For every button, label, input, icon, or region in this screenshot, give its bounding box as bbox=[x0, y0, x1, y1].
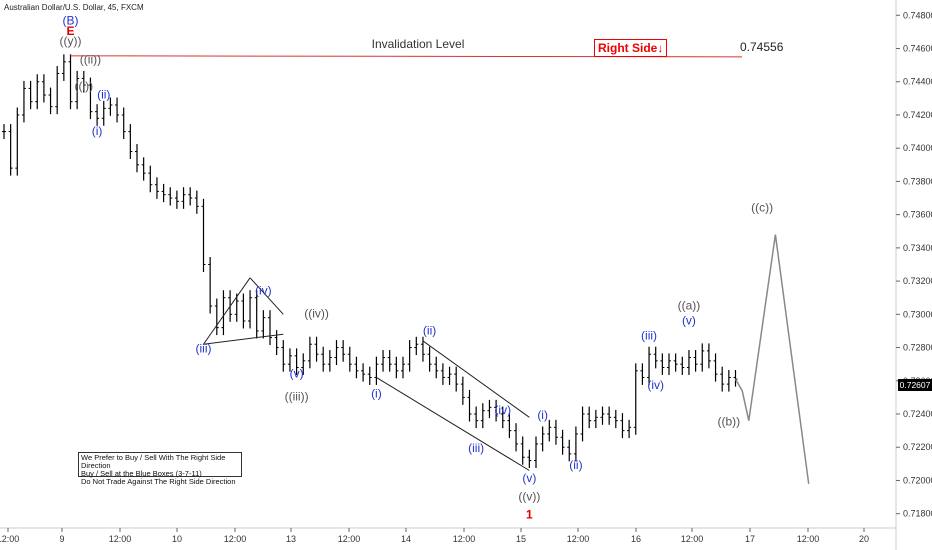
channel-line bbox=[422, 340, 530, 418]
time-tick-label: 12:00 bbox=[0, 534, 19, 544]
wave-label: ((c)) bbox=[751, 200, 773, 214]
wave-label: (ii) bbox=[569, 458, 582, 472]
note-line: Buy / Sell at the Blue Boxes (3-7-11) bbox=[81, 469, 202, 478]
time-tick-label: 12:00 bbox=[338, 534, 361, 544]
time-tick-label: 16 bbox=[631, 534, 641, 544]
time-tick-label: 12:00 bbox=[224, 534, 247, 544]
wave-label: (iii) bbox=[641, 328, 657, 342]
time-tick-label: 15 bbox=[516, 534, 526, 544]
wave-label: (ii) bbox=[423, 323, 436, 337]
wave-label: (v) bbox=[682, 313, 696, 327]
time-tick-label: 12:00 bbox=[681, 534, 704, 544]
channel-line bbox=[203, 277, 251, 345]
wave-label: ((a)) bbox=[678, 298, 701, 312]
wave-label: ((i)) bbox=[74, 79, 93, 93]
time-axis: 12:00 9 12:00 10 12:00 13 12:00 14 12:00 15 12:00 1… bbox=[0, 527, 896, 544]
invalidation-level: Invalidation Level 0.74556 bbox=[70, 37, 784, 58]
time-tick-label: 17 bbox=[745, 534, 755, 544]
channel-line bbox=[376, 377, 530, 471]
wave-label: (i) bbox=[371, 386, 382, 400]
wave-label: (iv) bbox=[494, 403, 511, 417]
time-tick-label: 9 bbox=[59, 534, 64, 544]
wave-label: (B) bbox=[63, 13, 79, 27]
invalidation-label: Invalidation Level bbox=[372, 37, 465, 51]
price-tick-label: 0.71800 bbox=[903, 509, 932, 519]
chart-title: Australian Dollar/U.S. Dollar, 45, FXCM bbox=[4, 3, 144, 12]
time-tick-label: 12:00 bbox=[109, 534, 132, 544]
note-line: Do Not Trade Against The Right Side Dire… bbox=[81, 477, 236, 486]
time-tick-label: 12:00 bbox=[797, 534, 820, 544]
time-tick-label: 13 bbox=[286, 534, 296, 544]
channel-line bbox=[203, 333, 284, 345]
wave-label: 1 bbox=[526, 508, 533, 522]
channel-line bbox=[249, 277, 284, 315]
time-tick-label: 14 bbox=[401, 534, 411, 544]
projection-path bbox=[734, 234, 810, 484]
trend-channels bbox=[203, 277, 530, 471]
wave-label: (iv) bbox=[647, 378, 664, 392]
wave-label: ((y)) bbox=[60, 34, 82, 48]
time-tick-label: 20 bbox=[859, 534, 869, 544]
current-price-tag: 0.72607 bbox=[898, 379, 932, 391]
trading-notes: We Prefer to Buy / Sell With The Right S… bbox=[78, 452, 242, 486]
time-tick-label: 12:00 bbox=[453, 534, 476, 544]
wave-label: (iv) bbox=[255, 283, 272, 297]
wave-label: E bbox=[66, 24, 74, 38]
invalidation-value: 0.74556 bbox=[740, 40, 784, 54]
wave-label: ((iii)) bbox=[285, 390, 309, 404]
wave-label: (i) bbox=[92, 124, 103, 138]
time-tick-label: 10 bbox=[172, 534, 182, 544]
price-series bbox=[2, 54, 738, 469]
wave-label: ((b)) bbox=[718, 415, 741, 429]
wave-label: (i) bbox=[537, 408, 548, 422]
wave-label: ((ii)) bbox=[80, 52, 101, 66]
right-side-badge: Right Side↓ bbox=[594, 39, 668, 57]
projected-wave bbox=[734, 234, 810, 484]
wave-label: (iii) bbox=[196, 342, 212, 356]
wave-label: ((iv)) bbox=[304, 307, 329, 321]
wave-labels: (B)E((y)) ((ii)) ((i)) (ii) (i) (iv) (iii) ((iv… bbox=[60, 13, 774, 521]
time-tick-label: 12:00 bbox=[567, 534, 590, 544]
wave-label: ((v)) bbox=[518, 489, 540, 503]
wave-label: (v) bbox=[522, 471, 536, 485]
wave-label: (iii) bbox=[468, 441, 484, 455]
wave-label: (ii) bbox=[97, 87, 110, 101]
wave-label: (v) bbox=[290, 366, 304, 380]
note-line: We Prefer to Buy / Sell With The Right S… bbox=[81, 453, 226, 470]
